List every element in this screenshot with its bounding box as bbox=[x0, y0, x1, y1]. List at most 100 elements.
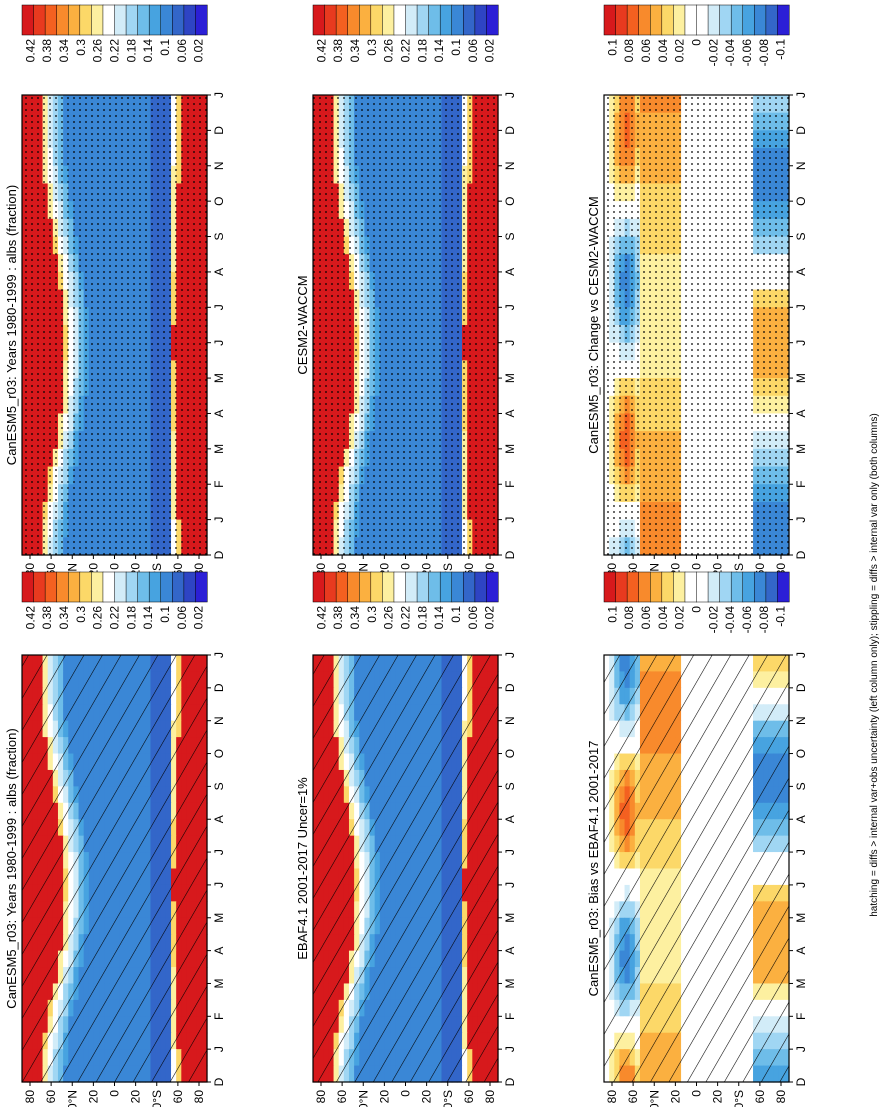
month-tick-label: M bbox=[503, 444, 517, 454]
lat-tick-label: 40°S bbox=[150, 1090, 164, 1107]
lat-tick-label: 80 bbox=[774, 1090, 788, 1104]
month-tick-label: J bbox=[503, 882, 517, 888]
month-tick-label: D bbox=[503, 683, 517, 692]
lat-tick-label: 0 bbox=[399, 1090, 413, 1097]
month-tick-label: J bbox=[794, 882, 808, 888]
month-tick-label: S bbox=[794, 782, 808, 790]
hatching-overlay bbox=[604, 655, 789, 1082]
lat-tick-label: 20 bbox=[129, 1090, 143, 1104]
month-tick-label: M bbox=[503, 978, 517, 988]
month-tick-label: J bbox=[212, 517, 226, 523]
lat-tick-label: 20 bbox=[420, 1090, 434, 1104]
month-tick-label: J bbox=[212, 849, 226, 855]
lat-tick-label: 0 bbox=[690, 1090, 704, 1097]
chart-title: CanESM5_r03: Bias vs EBAF4.1 2001-2017 bbox=[586, 741, 601, 997]
month-tick-label: J bbox=[794, 849, 808, 855]
lat-tick-label: 60 bbox=[626, 1090, 640, 1104]
month-tick-label: D bbox=[503, 1077, 517, 1086]
month-tick-label: D bbox=[794, 683, 808, 692]
lat-tick-label: 80 bbox=[314, 1090, 328, 1104]
month-tick-label: J bbox=[794, 1046, 808, 1052]
month-tick-label: D bbox=[212, 683, 226, 692]
month-tick-label: M bbox=[794, 978, 808, 988]
month-tick-label: J bbox=[212, 304, 226, 310]
chart-title: CanESM5_r03: Years 1980-1999 : albs (fra… bbox=[4, 185, 19, 465]
month-tick-label: J bbox=[503, 304, 517, 310]
lat-tick-label: 20 bbox=[86, 1090, 100, 1104]
month-tick-label: S bbox=[503, 782, 517, 790]
lat-tick-label: 60 bbox=[44, 1090, 58, 1104]
month-tick-label: N bbox=[503, 716, 517, 725]
month-tick-label: J bbox=[212, 340, 226, 346]
lat-tick-label: 20 bbox=[711, 1090, 725, 1104]
lat-tick-label: 40°N bbox=[356, 1090, 370, 1107]
month-tick-label: J bbox=[794, 652, 808, 658]
month-tick-label: D bbox=[212, 550, 226, 559]
hatching-overlay bbox=[22, 655, 207, 1082]
lat-tick-label: 60 bbox=[462, 1090, 476, 1104]
month-tick-label: A bbox=[212, 947, 226, 955]
month-tick-label: M bbox=[794, 913, 808, 923]
lat-tick-label: 20 bbox=[377, 1090, 391, 1104]
chart-panel-4: CanESM5_r03: Bias vs EBAF4.1 2001-2017 D J… bbox=[586, 652, 808, 1107]
lat-tick-label: 20 bbox=[668, 1090, 682, 1104]
month-tick-label: M bbox=[212, 913, 226, 923]
month-tick-label: A bbox=[503, 268, 517, 276]
month-tick-label: O bbox=[794, 749, 808, 758]
lat-tick-label: 40°S bbox=[441, 1090, 455, 1107]
month-tick-label: J bbox=[503, 517, 517, 523]
hatching-overlay bbox=[313, 655, 498, 1082]
lat-tick-label: 80 bbox=[605, 1090, 619, 1104]
month-tick-label: F bbox=[794, 1013, 808, 1020]
month-tick-label: D bbox=[794, 1077, 808, 1086]
month-tick-label: A bbox=[503, 947, 517, 955]
month-tick-label: O bbox=[503, 749, 517, 758]
month-tick-label: S bbox=[212, 782, 226, 790]
month-tick-label: J bbox=[503, 1046, 517, 1052]
chart-title: EBAF4.1 2001-2017 Uncer=1% bbox=[295, 777, 310, 960]
month-tick-label: J bbox=[212, 882, 226, 888]
lat-tick-label: 40°N bbox=[647, 1090, 661, 1107]
month-tick-label: N bbox=[212, 716, 226, 725]
month-tick-label: N bbox=[503, 161, 517, 170]
month-tick-label: A bbox=[503, 409, 517, 417]
lat-tick-label: 0 bbox=[399, 563, 413, 570]
month-tick-label: M bbox=[503, 373, 517, 383]
month-tick-label: M bbox=[503, 913, 517, 923]
lat-tick-label: 40°N bbox=[65, 1090, 79, 1107]
month-tick-label: F bbox=[212, 481, 226, 488]
stippling-overlay bbox=[22, 95, 207, 555]
month-tick-label: M bbox=[212, 978, 226, 988]
lat-tick-label: 80 bbox=[192, 1090, 206, 1104]
chart-panel-0: CanESM5_r03: Years 1980-1999 : albs (fra… bbox=[4, 652, 226, 1107]
month-tick-label: F bbox=[503, 1013, 517, 1020]
month-tick-label: O bbox=[503, 196, 517, 205]
month-tick-label: A bbox=[794, 815, 808, 823]
month-tick-label: D bbox=[503, 550, 517, 559]
month-tick-label: J bbox=[212, 652, 226, 658]
month-tick-label: J bbox=[503, 92, 517, 98]
chart-panel-2: EBAF4.1 2001-2017 Uncer=1%DJFMAMJJASONDJ… bbox=[295, 652, 517, 1107]
month-tick-label: N bbox=[212, 161, 226, 170]
month-tick-label: J bbox=[503, 652, 517, 658]
month-tick-label: D bbox=[503, 126, 517, 135]
month-tick-label: D bbox=[212, 126, 226, 135]
month-tick-label: O bbox=[212, 196, 226, 205]
month-tick-label: N bbox=[794, 716, 808, 725]
chart-title: CanESM5_r03: Years 1980-1999 : albs (fra… bbox=[4, 728, 19, 1008]
month-tick-label: S bbox=[212, 233, 226, 241]
lat-tick-label: 80 bbox=[483, 1090, 497, 1104]
month-tick-label: J bbox=[503, 849, 517, 855]
month-tick-label: F bbox=[503, 481, 517, 488]
month-tick-label: M bbox=[212, 444, 226, 454]
lat-tick-label: 0 bbox=[108, 563, 122, 570]
month-tick-label: M bbox=[212, 373, 226, 383]
stippling-overlay bbox=[313, 95, 498, 555]
chart-panel-5: CanESM5_r03: Change vs CESM2-WACCMDJFMAM… bbox=[586, 92, 808, 590]
month-tick-label: A bbox=[212, 268, 226, 276]
lat-tick-label: 60 bbox=[171, 1090, 185, 1104]
lat-tick-label: 60 bbox=[753, 1090, 767, 1104]
lat-tick-label: 80 bbox=[23, 1090, 37, 1104]
